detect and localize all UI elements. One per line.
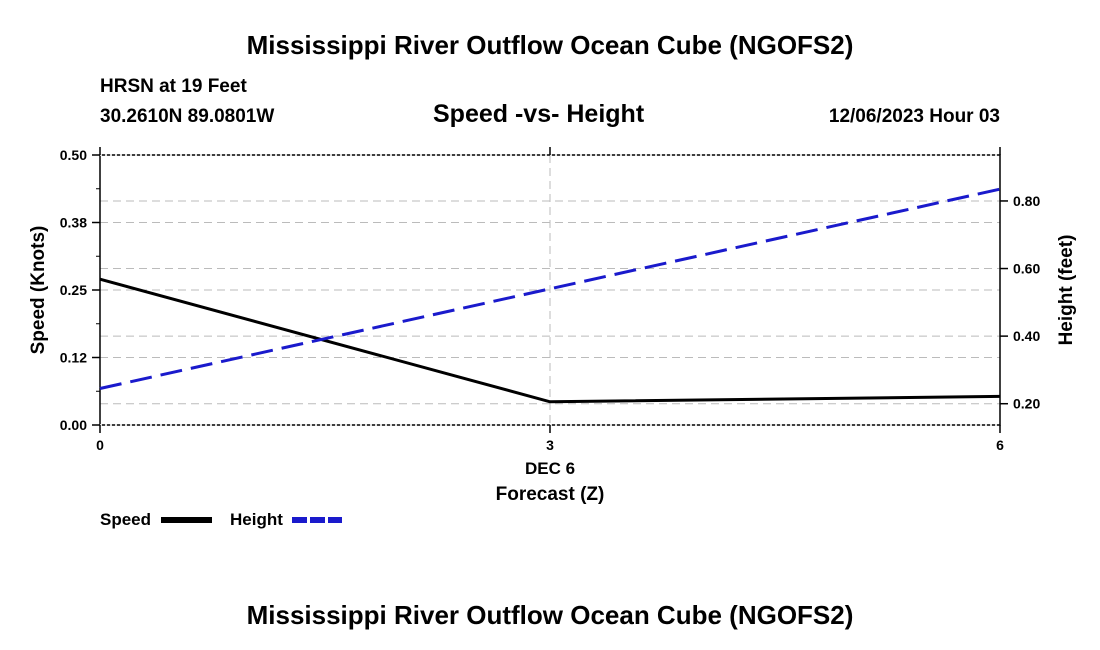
left-tick-label: 0.50 [60,147,87,163]
right-axis: 0.20 0.40 0.60 0.80 [1000,193,1040,412]
right-tick-label: 0.60 [1013,261,1040,277]
left-tick-label: 0.25 [60,282,87,298]
legend: Speed Height [100,510,342,529]
x-tick-label: 6 [996,437,1004,453]
chart-subtitle: Speed -vs- Height [433,100,645,128]
right-tick-label: 0.20 [1013,396,1040,412]
right-tick-label: 0.40 [1013,328,1040,344]
x-tick-label: 3 [546,437,554,453]
chart-grid [100,155,1000,425]
left-tick-label: 0.12 [60,350,87,366]
speed-series-line [99,277,1001,404]
left-axis: 0.00 0.12 0.25 0.38 0.50 [60,147,100,433]
right-axis-label: Height (feet) [1056,235,1077,346]
right-tick-label: 0.80 [1013,193,1040,209]
left-tick-label: 0.00 [60,417,87,433]
forecast-date: 12/06/2023 Hour 03 [828,106,1000,127]
x-date-label: DEC 6 [525,459,575,478]
coordinates-label: 30.2610N 89.0801W [100,106,275,127]
legend-height-label: Height [230,510,283,529]
x-axis: 0 3 6 [96,147,1004,453]
chart-title: Mississippi River Outflow Ocean Cube (NG… [246,30,854,60]
x-tick-label: 0 [96,437,104,453]
speed-height-chart: 0.00 0.12 0.25 0.38 0.50 0.20 0.40 0.60 0.80 0 3… [28,147,1077,529]
x-axis-label: Forecast (Z) [496,484,605,505]
left-axis-label: Speed (Knots) [28,226,49,355]
station-label: HRSN at 19 Feet [100,76,247,97]
left-tick-label: 0.38 [60,215,87,231]
legend-speed-label: Speed [100,510,151,529]
footer-title: Mississippi River Outflow Ocean Cube (NG… [246,600,854,630]
